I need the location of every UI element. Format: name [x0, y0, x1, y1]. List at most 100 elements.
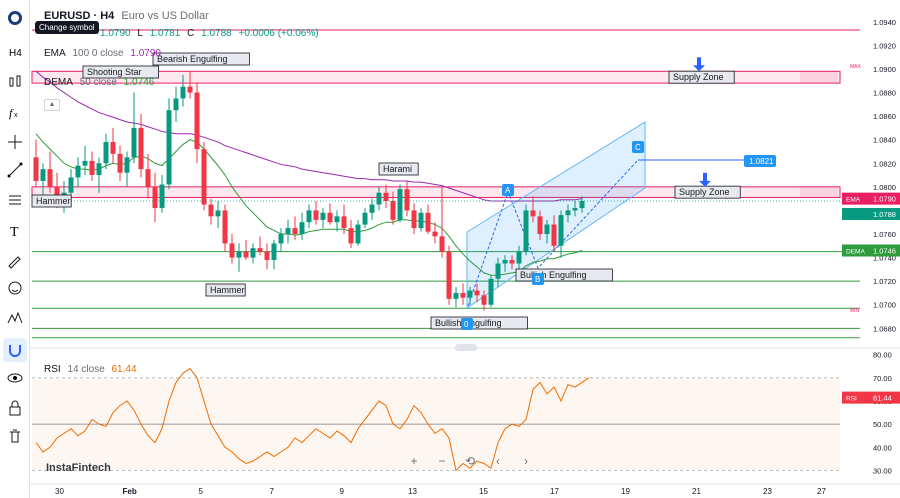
target-price-box: [744, 155, 776, 167]
dema-legend[interactable]: DEMA 50 close 1.0746: [44, 77, 158, 88]
eye-icon[interactable]: [3, 366, 27, 390]
ohlc-legend: 1.0790 L 1.0781 C 1.0788 +0.0006 (+0.06%…: [100, 28, 323, 39]
supply-zone-label: Supply Zone: [673, 72, 724, 82]
candle-body: [215, 210, 221, 217]
candle-body: [579, 200, 585, 209]
supply-zone-arrow: [699, 172, 711, 187]
abc-projection: [467, 159, 639, 307]
candle-body: [537, 216, 543, 234]
reset-chart-button[interactable]: ⟲: [464, 454, 476, 468]
ema-value: 1.0790: [130, 48, 161, 59]
pattern-label: Bearish Engulfing: [157, 54, 228, 64]
ema-price-name: EMA: [846, 197, 861, 204]
candle-body: [96, 163, 102, 176]
price-tick-label: 1.0940: [873, 18, 896, 27]
candle-body: [362, 212, 368, 225]
candle-body: [131, 127, 137, 158]
ohlc-close-label: C: [187, 28, 195, 39]
candle-body: [75, 165, 81, 178]
candle-body: [103, 142, 109, 164]
pane-resize-handle: [455, 344, 477, 351]
candle-body: [565, 210, 571, 216]
candle-body: [173, 98, 179, 111]
rsi-value-badge: [842, 391, 900, 404]
candle-body: [474, 290, 480, 296]
candle-body: [138, 127, 144, 170]
trend-line-icon[interactable]: [3, 158, 27, 182]
rsi-legend[interactable]: RSI 14 close 61.44: [44, 364, 141, 375]
candle-body: [509, 259, 515, 264]
point-marker: [532, 273, 544, 285]
price-tick-label: 1.0840: [873, 136, 896, 145]
candle-body: [194, 92, 200, 150]
pattern-label: Shooting Star: [87, 67, 142, 77]
supply-zone-extension: [800, 186, 838, 198]
time-tick-label: 17: [550, 487, 559, 496]
pattern-icon[interactable]: [3, 306, 27, 330]
ema-price-badge: [842, 192, 900, 205]
emoji-icon[interactable]: [3, 276, 27, 300]
scroll-left-button[interactable]: ‹: [496, 454, 500, 468]
collapse-legend-button[interactable]: ▲: [44, 99, 60, 111]
point-label: A: [505, 186, 511, 195]
time-tick-label: 21: [692, 487, 701, 496]
symbol-name[interactable]: EURUSD · H4: [44, 10, 115, 22]
candle-body: [292, 228, 298, 234]
lock-icon[interactable]: [3, 396, 27, 420]
dema-params: 50 close: [79, 77, 117, 88]
candle-body: [187, 86, 193, 93]
candle-body: [68, 177, 74, 193]
zoom-out-button[interactable]: −: [438, 454, 446, 468]
ohlc-low-value: 1.0781: [149, 28, 181, 39]
price-tick-label: 1.0860: [873, 112, 896, 121]
scroll-right-button[interactable]: ›: [524, 454, 528, 468]
candle-body: [425, 212, 431, 232]
pattern-label-box: [152, 52, 250, 66]
candle-body: [320, 212, 326, 220]
svg-text:f: f: [9, 106, 14, 120]
point-marker: [502, 184, 514, 196]
candle-body: [166, 110, 172, 185]
rsi-params: 14 close: [67, 364, 105, 375]
candle-body: [117, 153, 123, 173]
ema-name: EMA: [44, 48, 66, 59]
candle-body: [327, 212, 333, 223]
cursor-icon[interactable]: [3, 130, 27, 154]
candle-body: [110, 142, 116, 154]
price-tick-label: 1.0920: [873, 41, 896, 50]
fib-icon[interactable]: [3, 188, 27, 212]
candle-body: [502, 259, 508, 264]
last-price-value: 1.0788: [873, 210, 896, 219]
dema-price-badge: [842, 244, 900, 257]
price-tick-label: 1.0720: [873, 277, 896, 286]
rsi-value-value: 61.44: [873, 394, 892, 403]
candle-body: [243, 251, 249, 258]
target-price-label: 1.0821: [749, 157, 774, 166]
candle-body: [488, 278, 494, 305]
zoom-in-button[interactable]: +: [410, 454, 418, 468]
candle-body: [313, 210, 319, 220]
pattern-label-box: [31, 194, 72, 208]
chart-type-icon[interactable]: [3, 70, 27, 94]
interval-icon[interactable]: H4: [3, 40, 27, 64]
dema-name: DEMA: [44, 77, 73, 88]
svg-text:T: T: [10, 225, 19, 239]
magnet-icon[interactable]: [3, 338, 27, 362]
candle-body: [390, 200, 396, 220]
price-tick-label: 1.0680: [873, 324, 896, 333]
watermark: InstaFintech: [46, 462, 111, 474]
trash-icon[interactable]: [3, 424, 27, 448]
supply-zone-label-box: [674, 185, 741, 199]
text-icon[interactable]: T: [3, 218, 27, 242]
candle-body: [285, 228, 291, 234]
supply-zone-extension: [800, 71, 838, 84]
supply-zone-area: [31, 70, 841, 84]
logo-icon[interactable]: [3, 6, 27, 30]
ema-legend[interactable]: EMA 100 0 close 1.0790: [44, 48, 165, 59]
brush-icon[interactable]: [3, 248, 27, 272]
candle-body: [271, 243, 277, 260]
ema-params: 100 0 close: [72, 48, 124, 59]
candle-body: [432, 231, 438, 237]
